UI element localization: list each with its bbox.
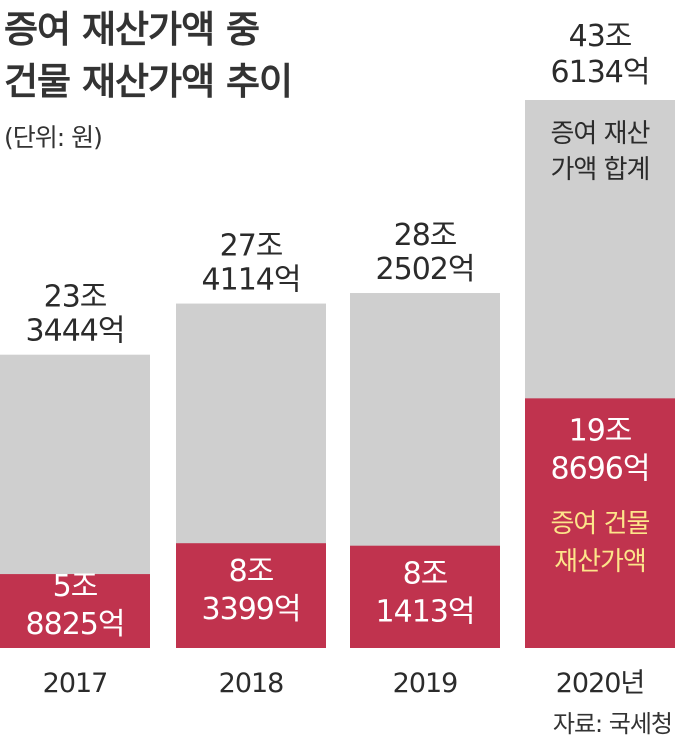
total-label-jo-0: 23조 xyxy=(44,280,107,315)
legend-total-line-2: 가액 합계 xyxy=(551,155,650,185)
building-bar-2 xyxy=(350,545,500,648)
source-note: 자료: 국세청 xyxy=(552,710,673,738)
chart-title-line-1: 증여 재산가액 중 xyxy=(4,8,260,51)
building-label-eok-2: 1413억 xyxy=(376,595,475,630)
building-label-jo-0: 5조 xyxy=(53,569,98,604)
total-label-eok-3: 6134억 xyxy=(551,55,650,90)
category-label-3: 2020년 xyxy=(556,668,645,699)
building-label-eok-0: 8825억 xyxy=(26,607,125,642)
category-label-2: 2019 xyxy=(393,668,458,699)
legend-building-line-1: 증여 건물 xyxy=(551,509,650,539)
category-label-1: 2018 xyxy=(219,668,284,699)
total-label-eok-0: 3444억 xyxy=(26,314,125,349)
total-label-eok-2: 2502억 xyxy=(376,252,475,287)
building-bar-3 xyxy=(525,398,675,648)
building-label-jo-1: 8조 xyxy=(229,554,274,589)
total-label-jo-3: 43조 xyxy=(569,19,632,54)
unit-label: (단위: 원) xyxy=(4,123,103,152)
total-label-jo-2: 28조 xyxy=(394,218,457,253)
chart-title: 증여 재산가액 중 건물 재산가액 추이 xyxy=(4,4,293,108)
building-label-eok-1: 3399억 xyxy=(202,592,301,627)
total-label-jo-1: 27조 xyxy=(220,229,283,264)
building-bar-0 xyxy=(0,574,150,648)
building-bar-1 xyxy=(176,543,326,648)
building-label-jo-2: 8조 xyxy=(403,557,448,592)
legend-total-line-1: 증여 재산 xyxy=(551,119,650,149)
legend-building-line-2: 재산가액 xyxy=(554,547,646,577)
category-label-0: 2017 xyxy=(43,668,108,699)
building-label-jo-3: 19조 xyxy=(569,413,632,448)
chart-title-line-2: 건물 재산가액 추이 xyxy=(4,60,293,103)
total-label-eok-1: 4114억 xyxy=(202,263,301,298)
building-label-eok-3: 8696억 xyxy=(551,451,650,486)
